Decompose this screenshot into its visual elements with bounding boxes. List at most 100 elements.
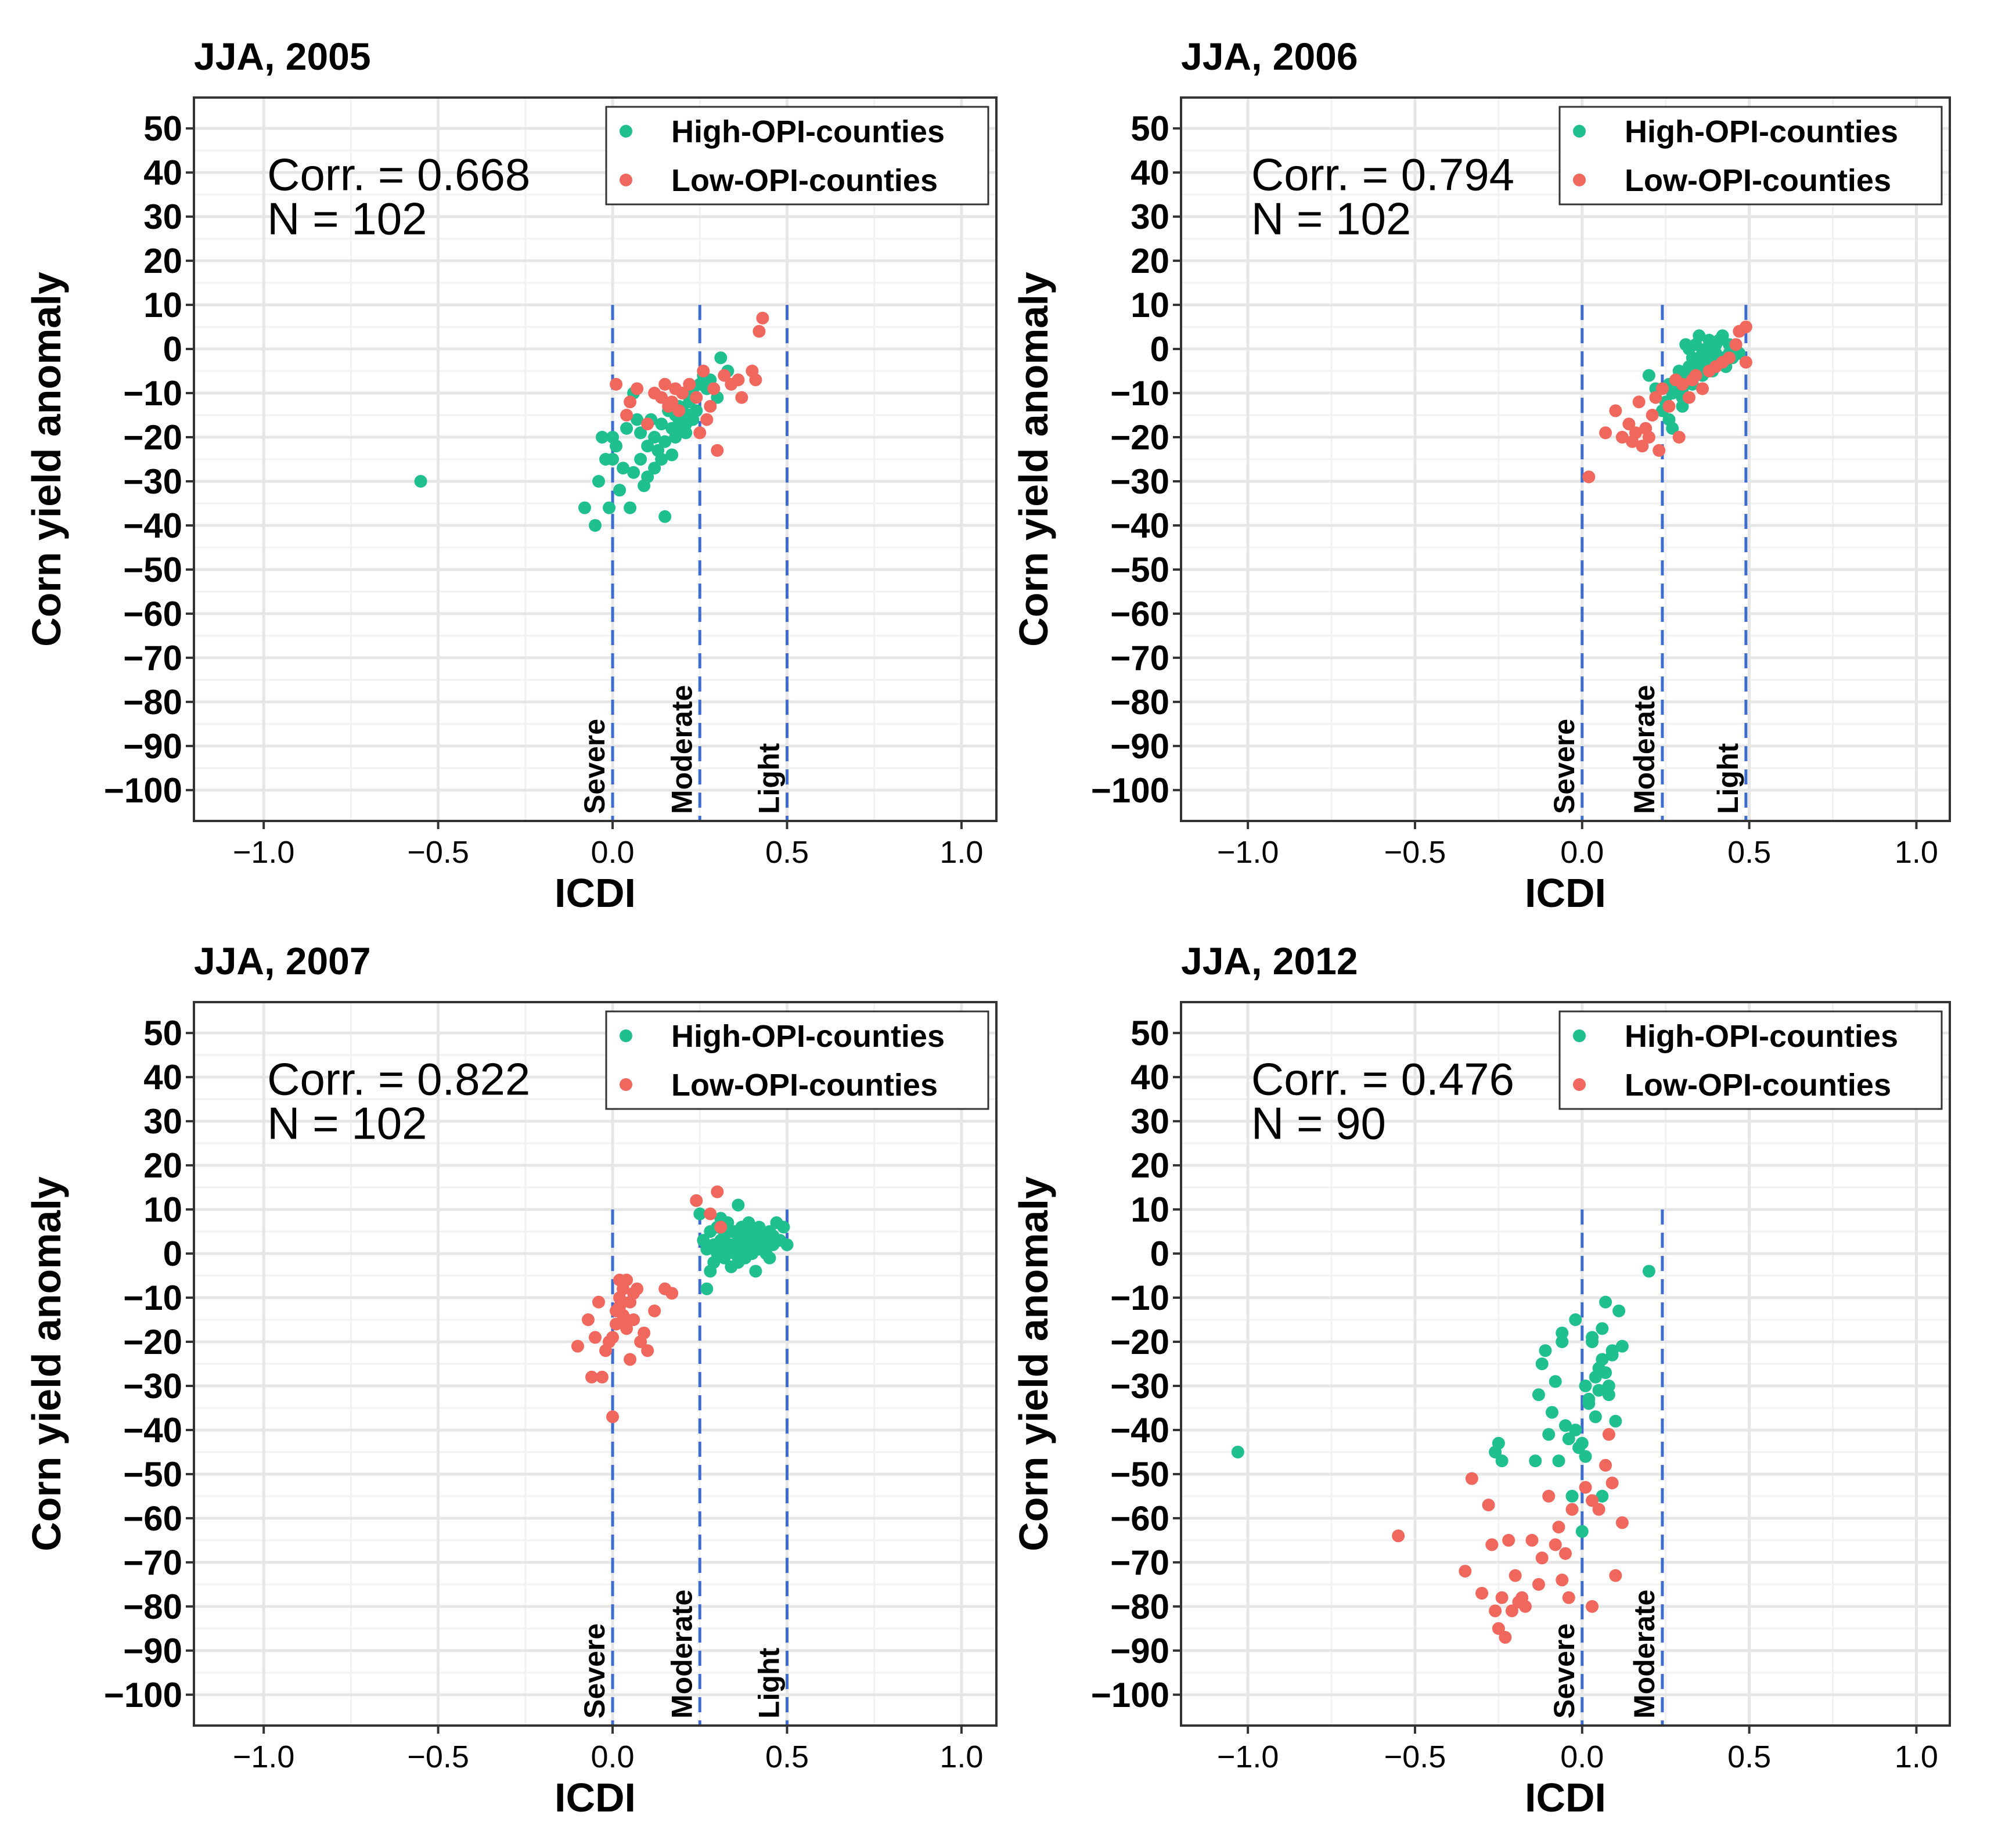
data-point-high [1545,1406,1558,1419]
y-tick-label: −70 [1110,1543,1169,1582]
data-point-high [1596,1353,1609,1366]
data-point-low [711,1185,724,1198]
data-point-low [672,404,686,417]
y-tick-label: 0 [163,330,182,369]
legend-swatch-low [620,1078,632,1091]
data-point-low [1599,426,1612,440]
data-point-high [732,1198,745,1212]
x-tick-label: −1.0 [1217,835,1279,870]
y-tick-label: −30 [123,462,182,501]
plot-border [193,1001,998,1727]
chart-panel-1: Severe Moderate Light 50 40 30 20 10 0 −10 −20 −30 −… [24,35,998,916]
chart-title: JJA, 2012 [1181,939,1358,982]
data-point-low [624,1353,637,1366]
y-tick-label: −50 [123,1455,182,1494]
legend-box [605,1010,989,1110]
data-point-high [780,1238,794,1251]
data-point-low [1739,320,1752,334]
data-point-high [763,1251,776,1265]
data-point-high [704,1265,717,1278]
data-point-low [1653,444,1666,457]
data-point-high [1562,1432,1575,1446]
data-point-low [1676,377,1689,391]
data-point-low [711,444,724,457]
data-point-low [690,1194,703,1207]
data-point-high [1602,1388,1615,1402]
data-point-low [1615,1516,1629,1529]
data-point-high [1693,329,1706,343]
legend-box [1558,1010,1943,1110]
data-point-low [620,1313,633,1327]
y-axis-title: Corn yield anomaly [24,272,69,647]
data-point-high [1231,1445,1244,1458]
data-point-low [1542,1489,1556,1503]
legend-label-high: High-OPI-counties [671,114,945,149]
data-point-low [1602,1428,1615,1441]
data-point-high [711,1242,724,1256]
data-point-low [704,399,717,413]
chart-panel-4: Severe Moderate 50 40 30 20 10 0 −10 −20 −30 −40 −50… [1011,939,1951,1820]
data-point-low [1392,1529,1405,1543]
data-point-low [1655,382,1669,395]
data-point-high [627,466,640,479]
data-point-low [1492,1622,1505,1635]
legend-swatch-high [1573,125,1586,138]
data-point-low [697,365,710,378]
data-point-low [1696,382,1709,395]
series-low [610,311,769,457]
y-tick-label: −50 [123,550,182,589]
data-point-high [669,431,682,444]
data-point-low [610,377,623,391]
y-tick-label: −20 [1110,1323,1169,1362]
data-point-high [700,1282,714,1295]
series-high [693,1198,794,1295]
data-point-high [714,351,728,365]
data-point-high [617,462,630,475]
y-tick-label: −40 [123,1411,182,1450]
x-tick-label: −1.0 [233,835,295,870]
y-tick-label: −60 [123,1499,182,1538]
data-point-high [631,413,644,426]
chart-title: JJA, 2006 [1181,35,1358,78]
y-tick-label: −70 [123,639,182,678]
y-tick-label: −40 [123,506,182,545]
data-point-low [714,1220,728,1234]
data-point-high [1596,1322,1609,1335]
data-point-low [1459,1565,1472,1578]
data-point-low [753,325,766,338]
data-point-high [1535,1357,1549,1370]
x-tick-label: −0.5 [1384,835,1446,870]
data-point-low [1723,351,1736,365]
data-point-low [620,1273,633,1287]
data-point-low [648,1304,661,1317]
data-point-high [1492,1436,1505,1450]
data-point-low [1505,1604,1518,1618]
correlation-annotation: Corr. = 0.794 [1251,149,1514,200]
legend-swatch-high [620,1029,632,1042]
legend-swatch-high [1573,1029,1586,1042]
data-point-high [634,426,647,440]
chart-title: JJA, 2007 [194,939,371,982]
correlation-annotation: Corr. = 0.822 [267,1054,530,1105]
data-point-high [1666,387,1679,400]
legend-swatch-low [1573,174,1586,186]
data-point-high [1712,333,1726,347]
data-point-low [700,413,714,426]
x-axis-title: ICDI [555,870,636,916]
series-low [1392,1428,1629,1644]
threshold-label-severe: Severe [1548,719,1581,814]
legend: High-OPI-counties Low-OPI-counties [1558,1010,1943,1110]
data-point-high [1612,1304,1626,1317]
data-point-low [1485,1538,1499,1551]
data-point-low [704,1207,717,1220]
data-point-low [1662,399,1676,413]
data-point-low [1672,431,1686,444]
legend-box [1558,106,1943,206]
data-point-low [1532,1578,1545,1591]
data-point-low [1592,1503,1605,1516]
data-point-low [1489,1604,1502,1618]
sample-size-annotation: N = 102 [267,193,427,244]
x-tick-label: −0.5 [1384,1739,1446,1774]
y-tick-label: −10 [1110,1278,1169,1317]
y-tick-label: −60 [1110,1499,1169,1538]
